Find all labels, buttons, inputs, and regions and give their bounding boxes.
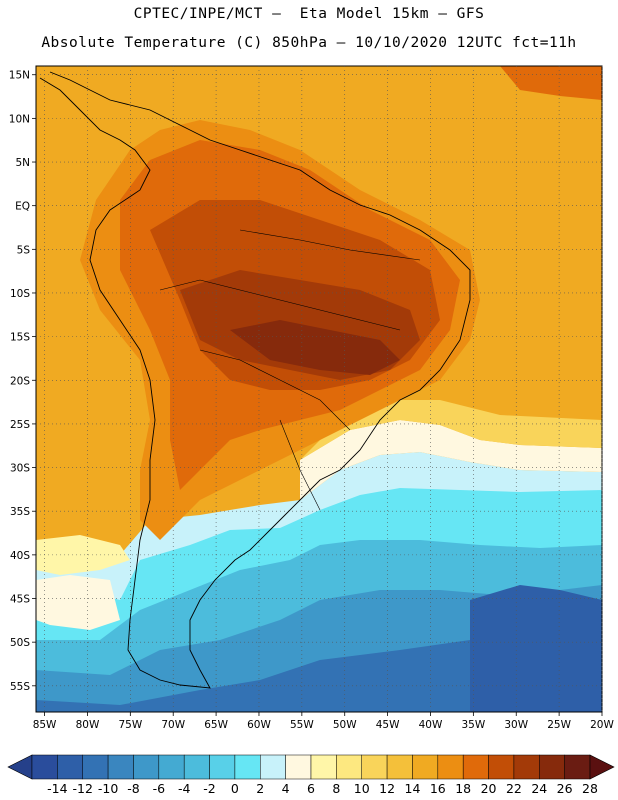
- colorbar-swatch: [260, 754, 286, 780]
- lat-tick-label: EQ: [15, 201, 30, 213]
- colorbar-tick-label: -4: [178, 781, 191, 796]
- colorbar-swatch: [513, 754, 540, 780]
- colorbar-swatch: [386, 754, 413, 780]
- colorbar-tick-label: 0: [231, 781, 239, 796]
- lat-tick-label: 35S: [10, 506, 30, 518]
- colorbar-swatch: [209, 754, 236, 780]
- lon-tick-label: 80W: [76, 719, 100, 731]
- lon-tick-label: 45W: [376, 719, 400, 731]
- colorbar: [7, 754, 615, 780]
- colorbar-tick-label: 12: [379, 781, 395, 796]
- lat-tick-label: 45S: [10, 594, 30, 606]
- colorbar-swatch: [31, 754, 58, 780]
- colorbar-tick-label: 10: [354, 781, 370, 796]
- lon-tick-label: 85W: [33, 719, 57, 731]
- colorbar-tick-label: 18: [455, 781, 471, 796]
- colorbar-swatch: [158, 754, 185, 780]
- colorbar-swatch: [412, 754, 439, 780]
- colorbar-swatch: [107, 754, 134, 780]
- colorbar-tick-label: -8: [127, 781, 140, 796]
- colorbar-tick-label: 4: [282, 781, 290, 796]
- colorbar-swatch: [539, 754, 565, 780]
- lat-tick-label: 10N: [9, 113, 30, 125]
- colorbar-tick-label: -2: [203, 781, 215, 796]
- colorbar-tick-label: -10: [98, 781, 118, 796]
- colorbar-tick-label: 20: [481, 781, 497, 796]
- coastline: [39, 71, 471, 689]
- latitude-tick-labels: 15N 10N 5N EQ 5S 10S 15S 20S 25S 30S 35S 40S 45S 50S 5…: [9, 70, 31, 693]
- lat-tick-label: 5S: [17, 244, 31, 256]
- colorbar-tick-label: 16: [430, 781, 446, 796]
- lon-tick-label: 55W: [290, 719, 314, 731]
- colorbar-swatch: [82, 754, 109, 780]
- colorbar-swatch: [361, 754, 388, 780]
- chart-title: CPTEC/INPE/MCT – Eta Model 15km – GFS: [133, 6, 485, 22]
- colorbar-tick-label: 2: [256, 781, 264, 796]
- colorbar-tick-label: 26: [557, 781, 573, 796]
- colorbar-tick-label: 24: [531, 781, 547, 796]
- colorbar-swatch: [336, 754, 362, 780]
- colorbar-swatch: [437, 754, 464, 780]
- colorbar-tick-label: 6: [307, 781, 315, 796]
- colorbar-tick-label: 14: [405, 781, 421, 796]
- colorbar-tick-label: 28: [582, 781, 598, 796]
- colorbar-swatch: [133, 754, 160, 780]
- colorbar-under-triangle: [7, 754, 33, 780]
- lat-tick-label: 20S: [10, 375, 30, 387]
- colorbar-swatch: [234, 754, 261, 780]
- colorbar-tick-label: 8: [332, 781, 340, 796]
- lon-tick-label: 20W: [590, 719, 614, 731]
- lat-tick-label: 30S: [10, 463, 30, 475]
- lon-tick-label: 30W: [504, 719, 528, 731]
- lon-tick-label: 60W: [247, 719, 271, 731]
- colorbar-over-triangle: [589, 754, 615, 780]
- lon-tick-label: 65W: [204, 719, 228, 731]
- colorbar-swatch: [183, 754, 210, 780]
- colorbar-swatch: [285, 754, 312, 780]
- lon-tick-label: 40W: [419, 719, 443, 731]
- lat-tick-label: 5N: [15, 157, 30, 169]
- longitude-tick-labels: 85W 80W 75W 70W 65W 60W 55W 50W 45W 40W 35W 30W 25W 2…: [33, 719, 615, 731]
- colorbar-tick-label: -14: [47, 781, 67, 796]
- colorbar-swatch: [57, 754, 83, 780]
- lon-tick-label: 25W: [547, 719, 571, 731]
- colorbar-swatch: [488, 754, 515, 780]
- colorbar-swatch: [310, 754, 337, 780]
- colorbar-tick-labels: -14 -12 -10 -8 -6 -4 -2 0 2 4 6 8 10 12 14 16 18 20 22 24 26…: [47, 781, 598, 796]
- lon-tick-label: 35W: [461, 719, 485, 731]
- lat-tick-label: 25S: [10, 419, 30, 431]
- chart-subtitle: Absolute Temperature (C) 850hPa – 10/10/…: [41, 35, 577, 51]
- temperature-field: [36, 66, 602, 712]
- lon-tick-label: 70W: [161, 719, 185, 731]
- colorbar-tick-label: -12: [73, 781, 93, 796]
- colorbar-swatch: [462, 754, 489, 780]
- lon-tick-label: 50W: [333, 719, 357, 731]
- lat-tick-label: 55S: [10, 681, 30, 693]
- colorbar-tick-label: -6: [153, 781, 166, 796]
- lat-tick-label: 50S: [10, 637, 30, 649]
- colorbar-tick-label: 22: [506, 781, 522, 796]
- lat-tick-label: 15N: [9, 70, 30, 82]
- lat-tick-label: 10S: [10, 288, 30, 300]
- lon-tick-label: 75W: [118, 719, 142, 731]
- colorbar-swatch: [564, 754, 591, 780]
- lat-tick-label: 15S: [10, 332, 30, 344]
- graticule: [32, 66, 603, 716]
- map-frame: [35, 65, 603, 713]
- lat-tick-label: 40S: [10, 550, 30, 562]
